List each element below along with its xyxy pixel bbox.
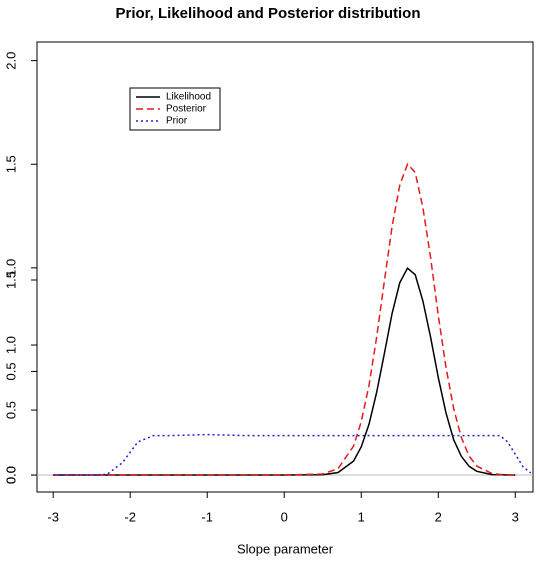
x-axis-label: Slope parameter	[237, 541, 334, 556]
y-tick-label: 0.5	[3, 401, 18, 419]
chart-title: Prior, Likelihood and Posterior distribu…	[115, 5, 420, 22]
legend-label: Prior	[166, 116, 188, 127]
legend-box	[129, 87, 221, 131]
legend-label: Likelihood	[166, 92, 211, 103]
series-line	[53, 267, 516, 476]
x-tick-label: -1	[201, 509, 213, 524]
y-tick-label: 2.0	[3, 52, 18, 70]
y-tick-label: 1.0	[3, 259, 18, 277]
x-tick-label: 0	[281, 509, 288, 524]
x-tick-label: -2	[124, 509, 136, 524]
y-tick-label: 0.5	[3, 362, 18, 380]
y-tick-label: 1.5	[3, 155, 18, 173]
series-line	[53, 433, 532, 476]
series-line	[53, 162, 516, 476]
y-tick-label: 0.0	[3, 466, 18, 484]
y-tick-label: 0.0	[3, 466, 18, 484]
y-tick-label: 1.5	[3, 271, 18, 289]
legend-label: Posterior	[166, 104, 207, 115]
plot-box	[36, 41, 534, 493]
x-tick-label: 1	[358, 509, 365, 524]
x-tick-label: -3	[47, 509, 59, 524]
y-tick-label: 1.0	[3, 336, 18, 354]
x-tick-label: 3	[512, 509, 519, 524]
x-tick-label: 2	[435, 509, 442, 524]
